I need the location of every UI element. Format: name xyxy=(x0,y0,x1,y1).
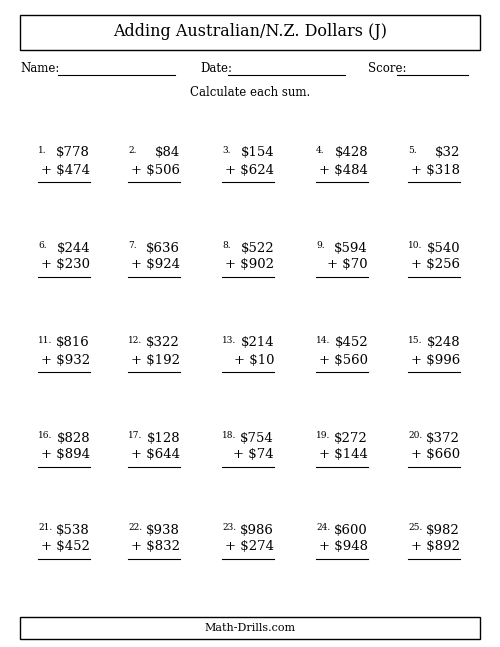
Text: 22.: 22. xyxy=(128,523,142,532)
Text: 17.: 17. xyxy=(128,431,142,440)
Text: + $506: + $506 xyxy=(131,164,180,177)
Text: Date:: Date: xyxy=(200,61,232,74)
Text: + $892: + $892 xyxy=(411,540,460,553)
Text: 23.: 23. xyxy=(222,523,236,532)
Text: $754: $754 xyxy=(240,432,274,444)
Text: + $644: + $644 xyxy=(131,448,180,461)
Text: + $624: + $624 xyxy=(225,164,274,177)
Text: Score:: Score: xyxy=(368,61,406,74)
Text: $84: $84 xyxy=(155,146,180,160)
Text: $816: $816 xyxy=(56,336,90,349)
Text: $32: $32 xyxy=(434,146,460,160)
Text: + $230: + $230 xyxy=(41,259,90,272)
Text: $778: $778 xyxy=(56,146,90,160)
Text: 10.: 10. xyxy=(408,241,422,250)
Text: + $144: + $144 xyxy=(319,448,368,461)
Text: $600: $600 xyxy=(334,523,368,536)
Text: $828: $828 xyxy=(56,432,90,444)
Text: $452: $452 xyxy=(334,336,368,349)
Text: + $474: + $474 xyxy=(41,164,90,177)
Text: 2.: 2. xyxy=(128,146,136,155)
Text: + $74: + $74 xyxy=(234,448,274,461)
Text: $128: $128 xyxy=(146,432,180,444)
Text: 19.: 19. xyxy=(316,431,330,440)
Text: $372: $372 xyxy=(426,432,460,444)
Text: 13.: 13. xyxy=(222,336,236,345)
Text: $244: $244 xyxy=(56,241,90,254)
Text: + $10: + $10 xyxy=(234,353,274,366)
Text: 21.: 21. xyxy=(38,523,52,532)
Text: 6.: 6. xyxy=(38,241,46,250)
Text: $428: $428 xyxy=(334,146,368,160)
Text: 14.: 14. xyxy=(316,336,330,345)
Text: 20.: 20. xyxy=(408,431,422,440)
Text: + $192: + $192 xyxy=(131,353,180,366)
Text: 5.: 5. xyxy=(408,146,417,155)
Text: 8.: 8. xyxy=(222,241,230,250)
Text: + $256: + $256 xyxy=(411,259,460,272)
Text: + $832: + $832 xyxy=(131,540,180,553)
Text: 9.: 9. xyxy=(316,241,324,250)
Text: 1.: 1. xyxy=(38,146,46,155)
Text: + $560: + $560 xyxy=(319,353,368,366)
Text: $214: $214 xyxy=(240,336,274,349)
Text: $938: $938 xyxy=(146,523,180,536)
Text: + $274: + $274 xyxy=(225,540,274,553)
Text: + $484: + $484 xyxy=(319,164,368,177)
Text: $538: $538 xyxy=(56,523,90,536)
Text: + $932: + $932 xyxy=(41,353,90,366)
Text: 3.: 3. xyxy=(222,146,230,155)
Text: 7.: 7. xyxy=(128,241,136,250)
Text: 12.: 12. xyxy=(128,336,142,345)
Text: $272: $272 xyxy=(334,432,368,444)
Text: $982: $982 xyxy=(426,523,460,536)
Text: + $948: + $948 xyxy=(319,540,368,553)
Text: Calculate each sum.: Calculate each sum. xyxy=(190,85,310,98)
Text: $540: $540 xyxy=(426,241,460,254)
Text: + $660: + $660 xyxy=(411,448,460,461)
Text: 24.: 24. xyxy=(316,523,330,532)
Text: + $996: + $996 xyxy=(411,353,460,366)
Text: 16.: 16. xyxy=(38,431,52,440)
Text: $248: $248 xyxy=(426,336,460,349)
Text: 15.: 15. xyxy=(408,336,422,345)
Text: $636: $636 xyxy=(146,241,180,254)
Text: 18.: 18. xyxy=(222,431,236,440)
Text: + $902: + $902 xyxy=(225,259,274,272)
Text: $154: $154 xyxy=(240,146,274,160)
Text: 4.: 4. xyxy=(316,146,324,155)
Text: Name:: Name: xyxy=(20,61,59,74)
Text: $986: $986 xyxy=(240,523,274,536)
Text: $594: $594 xyxy=(334,241,368,254)
Bar xyxy=(20,617,480,639)
Text: + $924: + $924 xyxy=(131,259,180,272)
Text: + $318: + $318 xyxy=(411,164,460,177)
Text: + $452: + $452 xyxy=(41,540,90,553)
Text: Math-Drills.com: Math-Drills.com xyxy=(204,623,296,633)
Text: + $894: + $894 xyxy=(41,448,90,461)
Text: + $70: + $70 xyxy=(328,259,368,272)
Text: Adding Australian/N.Z. Dollars (J): Adding Australian/N.Z. Dollars (J) xyxy=(113,23,387,41)
Text: $522: $522 xyxy=(240,241,274,254)
Bar xyxy=(20,15,480,50)
Text: 11.: 11. xyxy=(38,336,52,345)
Text: 25.: 25. xyxy=(408,523,422,532)
Text: $322: $322 xyxy=(146,336,180,349)
